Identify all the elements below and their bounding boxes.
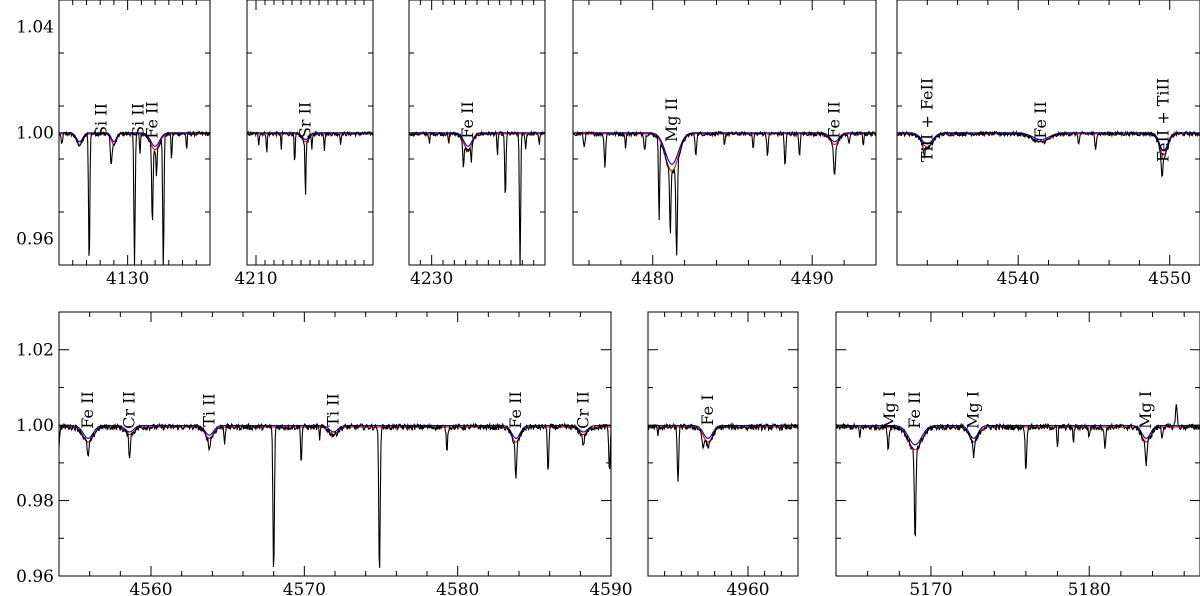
ion-label: Fe II	[825, 101, 844, 138]
ion-label: Fe II	[458, 101, 477, 138]
y-tick-label: 0.98	[16, 492, 54, 512]
ion-label: Fe I	[698, 394, 717, 425]
panel-frame	[58, 0, 211, 266]
observed-spectrum-line	[648, 422, 798, 482]
x-tick-label: 4540	[997, 269, 1040, 289]
x-tick-label: 4210	[234, 269, 277, 289]
observed-spectrum-line	[247, 130, 373, 195]
ion-label: FeII + TiII	[1154, 78, 1173, 162]
ion-label: Fe II	[78, 391, 97, 428]
observed-spectrum-line	[836, 404, 1200, 537]
x-tick-label: 4590	[589, 580, 632, 596]
y-tick-label: 1.04	[16, 18, 54, 38]
observed-spectrum-line	[59, 422, 611, 568]
observed-spectrum-line	[59, 129, 210, 265]
x-tick-label: 5180	[1068, 580, 1111, 596]
ion-label: Fe II	[1031, 101, 1050, 138]
ion-label: Fe II	[905, 391, 924, 428]
ion-label: Mg I	[1136, 391, 1155, 429]
panel-frame	[58, 311, 612, 577]
x-tick-label: 4130	[106, 269, 149, 289]
spectrum-panel: 4210 Sr II	[234, 0, 374, 289]
x-tick-label: 4490	[791, 269, 834, 289]
x-tick-label: 4480	[631, 269, 674, 289]
observed-spectrum-line	[573, 130, 876, 256]
ion-label: Si II	[92, 103, 111, 137]
x-tick-label: 4580	[436, 580, 479, 596]
panel-frame	[835, 311, 1200, 577]
ion-label: Mg II	[662, 98, 681, 142]
x-tick-label: 4550	[1148, 269, 1191, 289]
ion-label: Cr II	[120, 391, 139, 429]
spectrum-panel: 4480 4490 Mg II Fe II	[572, 0, 877, 289]
y-tick-label: 1.00	[16, 416, 54, 436]
ion-label: Mg I	[880, 391, 899, 429]
y-tick-label: 1.00	[16, 124, 54, 144]
x-tick-label: 4560	[129, 580, 172, 596]
ion-label: Si II	[129, 103, 148, 137]
y-tick-label: 1.02	[16, 341, 54, 361]
ion-label: Mg I	[964, 391, 983, 429]
ion-label: Cr II	[573, 391, 592, 429]
spectrum-panel: 4560 4570 4580 4590 0.96 0.98 1.00 1.02 Fe II Cr …	[16, 311, 633, 596]
y-tick-label: 0.96	[16, 230, 54, 250]
ion-label: Fe II	[142, 101, 161, 138]
ion-label: Ti II	[323, 393, 342, 427]
x-tick-label: 4960	[726, 580, 769, 596]
observed-spectrum-line	[409, 129, 545, 265]
ion-label: TiII + FeII	[917, 78, 936, 162]
y-tick-label: 0.96	[16, 567, 54, 587]
spectrum-panel: 4540 4550 TiII + FeII Fe II FeII + TiII	[896, 0, 1200, 289]
spectrum-panel: 5170 5180 Mg I Fe II Mg I Mg I	[835, 311, 1200, 596]
x-tick-label: 5170	[909, 580, 952, 596]
panel-frame	[647, 311, 799, 577]
observed-spectrum-line	[897, 129, 1200, 178]
panel-frame	[572, 0, 877, 266]
ion-label: Sr II	[296, 102, 315, 138]
ion-label: Ti II	[199, 393, 218, 427]
spectrum-panel: 4960 Fe I	[647, 311, 799, 596]
x-tick-label: 4230	[410, 269, 453, 289]
ion-label: Fe II	[506, 391, 525, 428]
spectrum-panel: 4230 Fe II	[408, 0, 546, 289]
x-tick-label: 4570	[283, 580, 326, 596]
